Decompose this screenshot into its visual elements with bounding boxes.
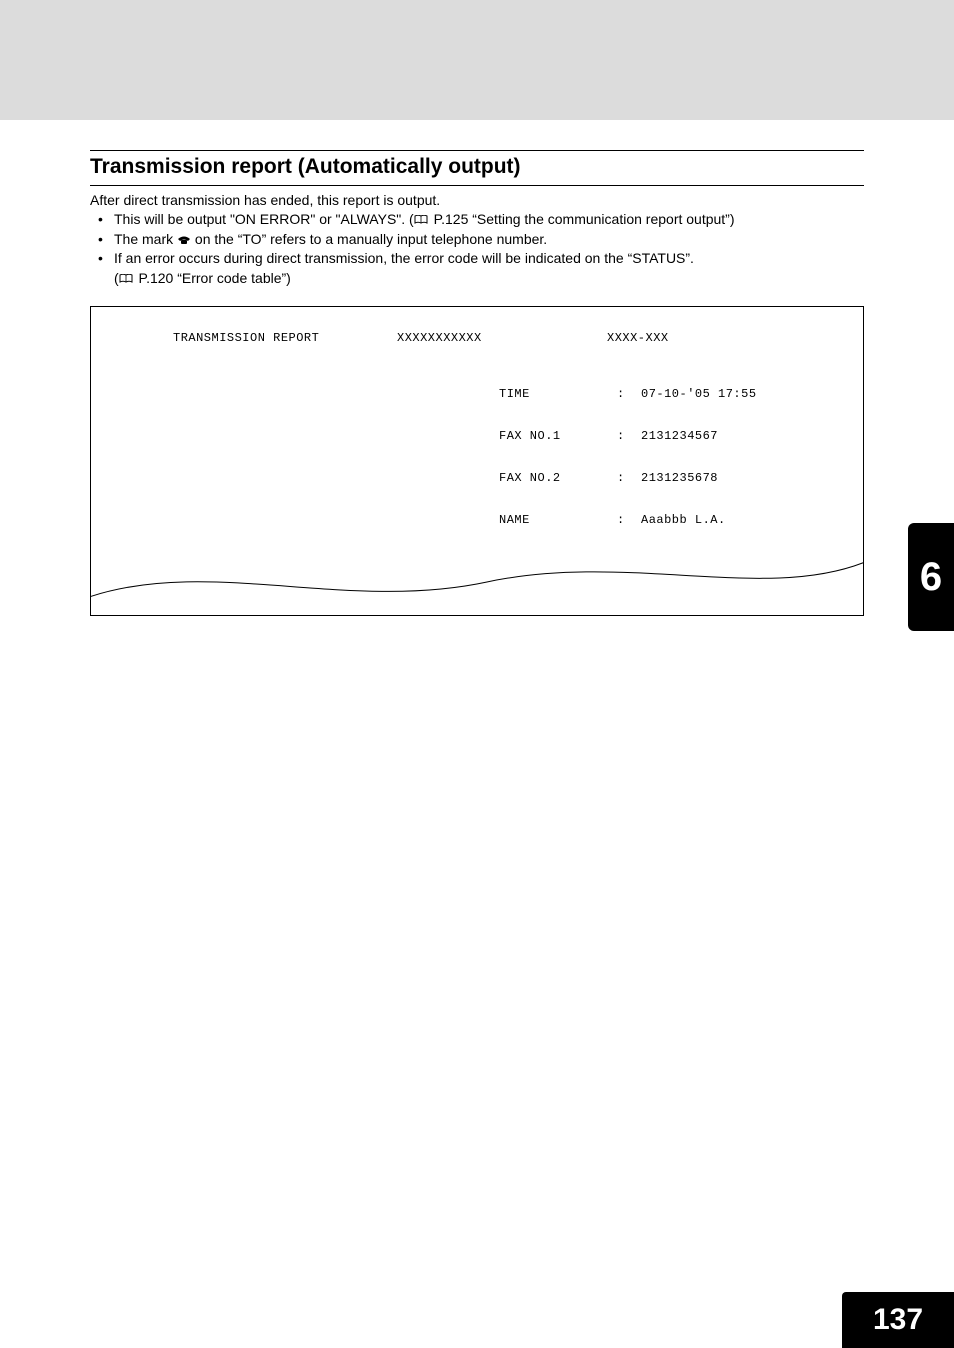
header-gray-band	[0, 0, 954, 120]
section-title: Transmission report (Automatically outpu…	[90, 155, 864, 179]
meta-colon: :	[617, 387, 641, 401]
col-mode: MODE	[699, 601, 789, 615]
report-table: NO. FILE NO. DATE TIME DURATION PGS TO D…	[117, 573, 837, 616]
meta-colon: :	[617, 429, 641, 443]
meta-time-val: 07-10-'05 17:55	[641, 387, 837, 401]
meta-fax2-val: 2131235678	[641, 471, 837, 485]
report-model: XXXX-XXX	[607, 331, 837, 345]
meta-colon: :	[617, 513, 641, 527]
section-title-rule: Transmission report (Automatically outpu…	[90, 150, 864, 186]
bullet1-post: P.125 “Setting the communication report …	[430, 211, 735, 227]
meta-fax1: FAX NO.1 : 2131234567	[117, 429, 837, 443]
table-header-row: NO. FILE NO. DATE TIME DURATION PGS TO D…	[117, 601, 837, 615]
meta-name: NAME : Aaabbb L.A.	[117, 513, 837, 527]
meta-fax1-label: FAX NO.1	[117, 429, 617, 443]
page-number: 137	[873, 1303, 923, 1337]
report-xs: XXXXXXXXXXX	[397, 331, 607, 345]
chapter-tab-6-label: 6	[920, 555, 942, 600]
bullet3-subline: ( P.120 “Error code table”)	[90, 269, 864, 289]
report-meta: TIME : 07-10-'05 17:55 FAX NO.1 : 213123…	[117, 359, 837, 555]
footer: 137	[842, 1292, 954, 1348]
col-status: STATUS	[789, 601, 849, 615]
bullet-item-1: This will be output "ON ERROR" or "ALWAY…	[90, 210, 864, 230]
col-duration: DURATION	[361, 601, 445, 615]
meta-colon: :	[617, 471, 641, 485]
bullet-item-2: The mark on the “TO” refers to a manuall…	[90, 230, 864, 250]
phone-icon	[177, 235, 191, 245]
meta-fax1-val: 2131234567	[641, 429, 837, 443]
bullet2-post: on the “TO” refers to a manually input t…	[191, 231, 547, 247]
content-area: Transmission report (Automatically outpu…	[0, 120, 954, 616]
col-file: FILE NO.	[163, 601, 241, 615]
bullet2-pre: The mark	[114, 231, 177, 247]
book-icon	[119, 274, 133, 284]
chapter-tab-6: 6	[908, 523, 954, 631]
report-header-row: TRANSMISSION REPORT XXXXXXXXXXX XXXX-XXX	[117, 331, 837, 345]
meta-time-label: TIME	[117, 387, 617, 401]
meta-name-label: NAME	[117, 513, 617, 527]
report-title: TRANSMISSION REPORT	[117, 331, 397, 345]
bullet-item-3: If an error occurs during direct transmi…	[90, 249, 864, 269]
col-no: NO.	[117, 601, 163, 615]
meta-fax2: FAX NO.2 : 2131235678	[117, 471, 837, 485]
bullet3-text: If an error occurs during direct transmi…	[114, 250, 694, 266]
book-icon	[414, 215, 428, 225]
meta-name-val: Aaabbb L.A.	[641, 513, 837, 527]
meta-fax2-label: FAX NO.2	[117, 471, 617, 485]
meta-time: TIME : 07-10-'05 17:55	[117, 387, 837, 401]
transmission-report-box: TRANSMISSION REPORT XXXXXXXXXXX XXXX-XXX…	[90, 306, 864, 616]
bullet1-pre: This will be output "ON ERROR" or "ALWAY…	[114, 211, 414, 227]
page-number-badge: 137	[842, 1292, 954, 1348]
col-pgs: PGS	[445, 601, 491, 615]
intro-text: After direct transmission has ended, thi…	[90, 192, 864, 208]
col-dept: DEPT	[641, 601, 699, 615]
col-datetime: DATE TIME	[241, 601, 361, 615]
page: Transmission report (Automatically outpu…	[0, 0, 954, 1348]
col-to: TO	[491, 601, 641, 615]
bullet-list: This will be output "ON ERROR" or "ALWAY…	[90, 210, 864, 269]
bullet3-sub-post: P.120 “Error code table”)	[135, 270, 291, 286]
